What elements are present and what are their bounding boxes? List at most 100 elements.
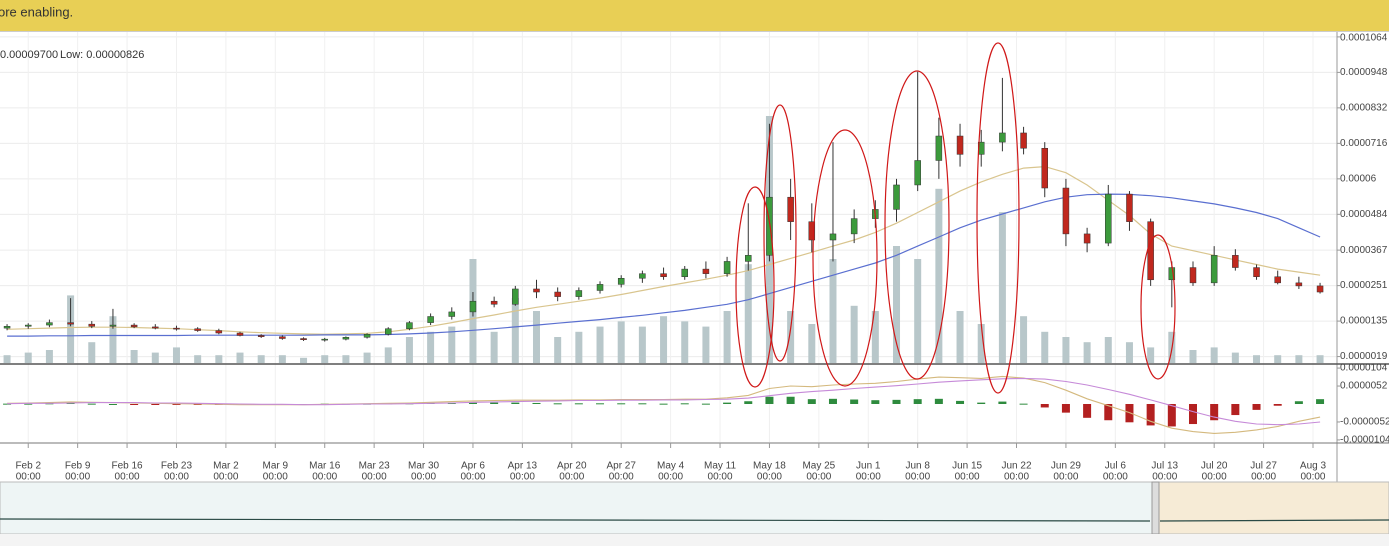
volume-bar [236, 352, 244, 363]
y-tick-label: 0.00006 [1340, 173, 1377, 184]
candle-body [363, 333, 371, 338]
x-tick-sublabel: 00:00 [1152, 472, 1177, 483]
macd-histogram-bar [744, 401, 753, 404]
volume-bar [935, 188, 943, 363]
candle-body [554, 291, 561, 297]
candle-body [67, 322, 74, 325]
candle-body [1062, 187, 1070, 235]
macd-histogram-bar [532, 402, 541, 404]
x-tick-sublabel: 00:00 [1251, 472, 1276, 483]
macd-histogram-bar [913, 399, 922, 404]
macd-histogram-bar [596, 403, 605, 405]
info-high: 0.00009700 [0, 49, 58, 61]
annotation-ellipse [735, 186, 775, 388]
y-tick-label: 0.0000832 [1340, 103, 1388, 114]
volume-bar [1062, 337, 1070, 363]
x-tick-label: Apr 27 [606, 461, 636, 472]
candle-body [808, 221, 816, 241]
candle-body [130, 324, 138, 328]
candle-body [850, 218, 858, 235]
macd-histogram-bar [3, 403, 12, 405]
macd-histogram-bar [1104, 404, 1113, 421]
banner [0, 0, 1389, 31]
macd-histogram-bar [1231, 404, 1240, 416]
x-tick-label: May 18 [753, 461, 786, 472]
volume-bar [384, 347, 392, 363]
volume-bar [151, 352, 159, 363]
macd-histogram-bar [151, 404, 160, 405]
candle-body [427, 316, 434, 323]
volume-bar [660, 316, 668, 363]
volume-bar [638, 326, 646, 363]
axes: 0.0001064 0.0000948 0.0000832 0.0000716 0.00… [0, 32, 1389, 483]
candle-body [46, 322, 53, 326]
volume-bar [448, 326, 456, 363]
candle-body [681, 268, 688, 277]
volume-bar [956, 311, 964, 363]
annotation-ellipse [763, 104, 797, 362]
candle-body [914, 160, 921, 186]
macd-histogram-bar [1188, 404, 1197, 425]
volume-bar [363, 352, 371, 363]
volume-bar [596, 326, 604, 363]
navigator-handle[interactable] [1151, 481, 1160, 535]
y-tick-label: 0.0000052 [1340, 381, 1388, 392]
banner-border [0, 31, 1389, 32]
volume-bar [321, 355, 329, 363]
macd-histogram-bar [1040, 404, 1049, 408]
x-tick-label: Feb 2 [15, 461, 41, 472]
x-tick-label: Apr 13 [508, 461, 538, 472]
candle-body [745, 255, 752, 262]
candle-body [406, 322, 413, 329]
banner-text: ore enabling. [0, 4, 73, 19]
annotation-ellipse [884, 70, 950, 380]
candle-body [766, 196, 773, 256]
macd-histogram-bar [1210, 404, 1219, 421]
volume-bar [532, 311, 540, 363]
x-tick-sublabel: 00:00 [460, 472, 485, 483]
candle-body [617, 278, 625, 285]
x-tick-label: May 11 [704, 461, 736, 472]
annotations [735, 42, 1176, 394]
macd-histogram-bar [871, 400, 880, 404]
navigator-window[interactable] [1158, 481, 1389, 535]
candle-body [1253, 267, 1260, 277]
x-tick-label: Feb 23 [161, 461, 193, 472]
navigator-track [0, 481, 1153, 535]
x-tick-label: Jul 27 [1250, 461, 1277, 472]
y-tick-label: 0.0001064 [1340, 33, 1388, 44]
x-tick-label: Mar 9 [263, 461, 289, 472]
moving-average-line [7, 193, 1321, 337]
x-tick-label: Jun 1 [856, 461, 881, 472]
volume-bar [554, 337, 562, 363]
annotation-ellipse [976, 42, 1020, 394]
x-tick-label: Feb 16 [111, 461, 143, 472]
candle-body [1316, 285, 1324, 293]
volume-bar [893, 246, 901, 363]
volume-bar [1231, 352, 1239, 363]
volume-bar [744, 264, 752, 363]
macd-histogram-bar [786, 396, 795, 404]
scrollbar[interactable] [0, 534, 1389, 546]
volume-bar [130, 350, 138, 363]
macd-histogram-bar [574, 403, 583, 405]
x-tick-label: Feb 9 [65, 461, 91, 472]
volume-bar [1147, 347, 1155, 363]
macd-histogram-bar [1061, 404, 1070, 413]
volume-bar [278, 355, 286, 363]
macd-histogram-bar [468, 402, 477, 404]
x-tick-sublabel: 00:00 [115, 472, 140, 483]
x-tick-sublabel: 00:00 [708, 472, 733, 483]
macd-histogram-bar [1273, 404, 1282, 406]
volume-bar [405, 337, 413, 363]
macd-histogram-bar [680, 403, 689, 405]
x-tick-label: Mar 2 [213, 461, 239, 472]
navigator[interactable] [0, 481, 1389, 546]
candle-body [512, 288, 519, 305]
volume-bar [1083, 342, 1091, 363]
x-tick-label: Jun 8 [905, 461, 930, 472]
candle-body [321, 338, 328, 341]
candle-body [88, 323, 96, 327]
macd-histogram-bar [172, 404, 181, 405]
